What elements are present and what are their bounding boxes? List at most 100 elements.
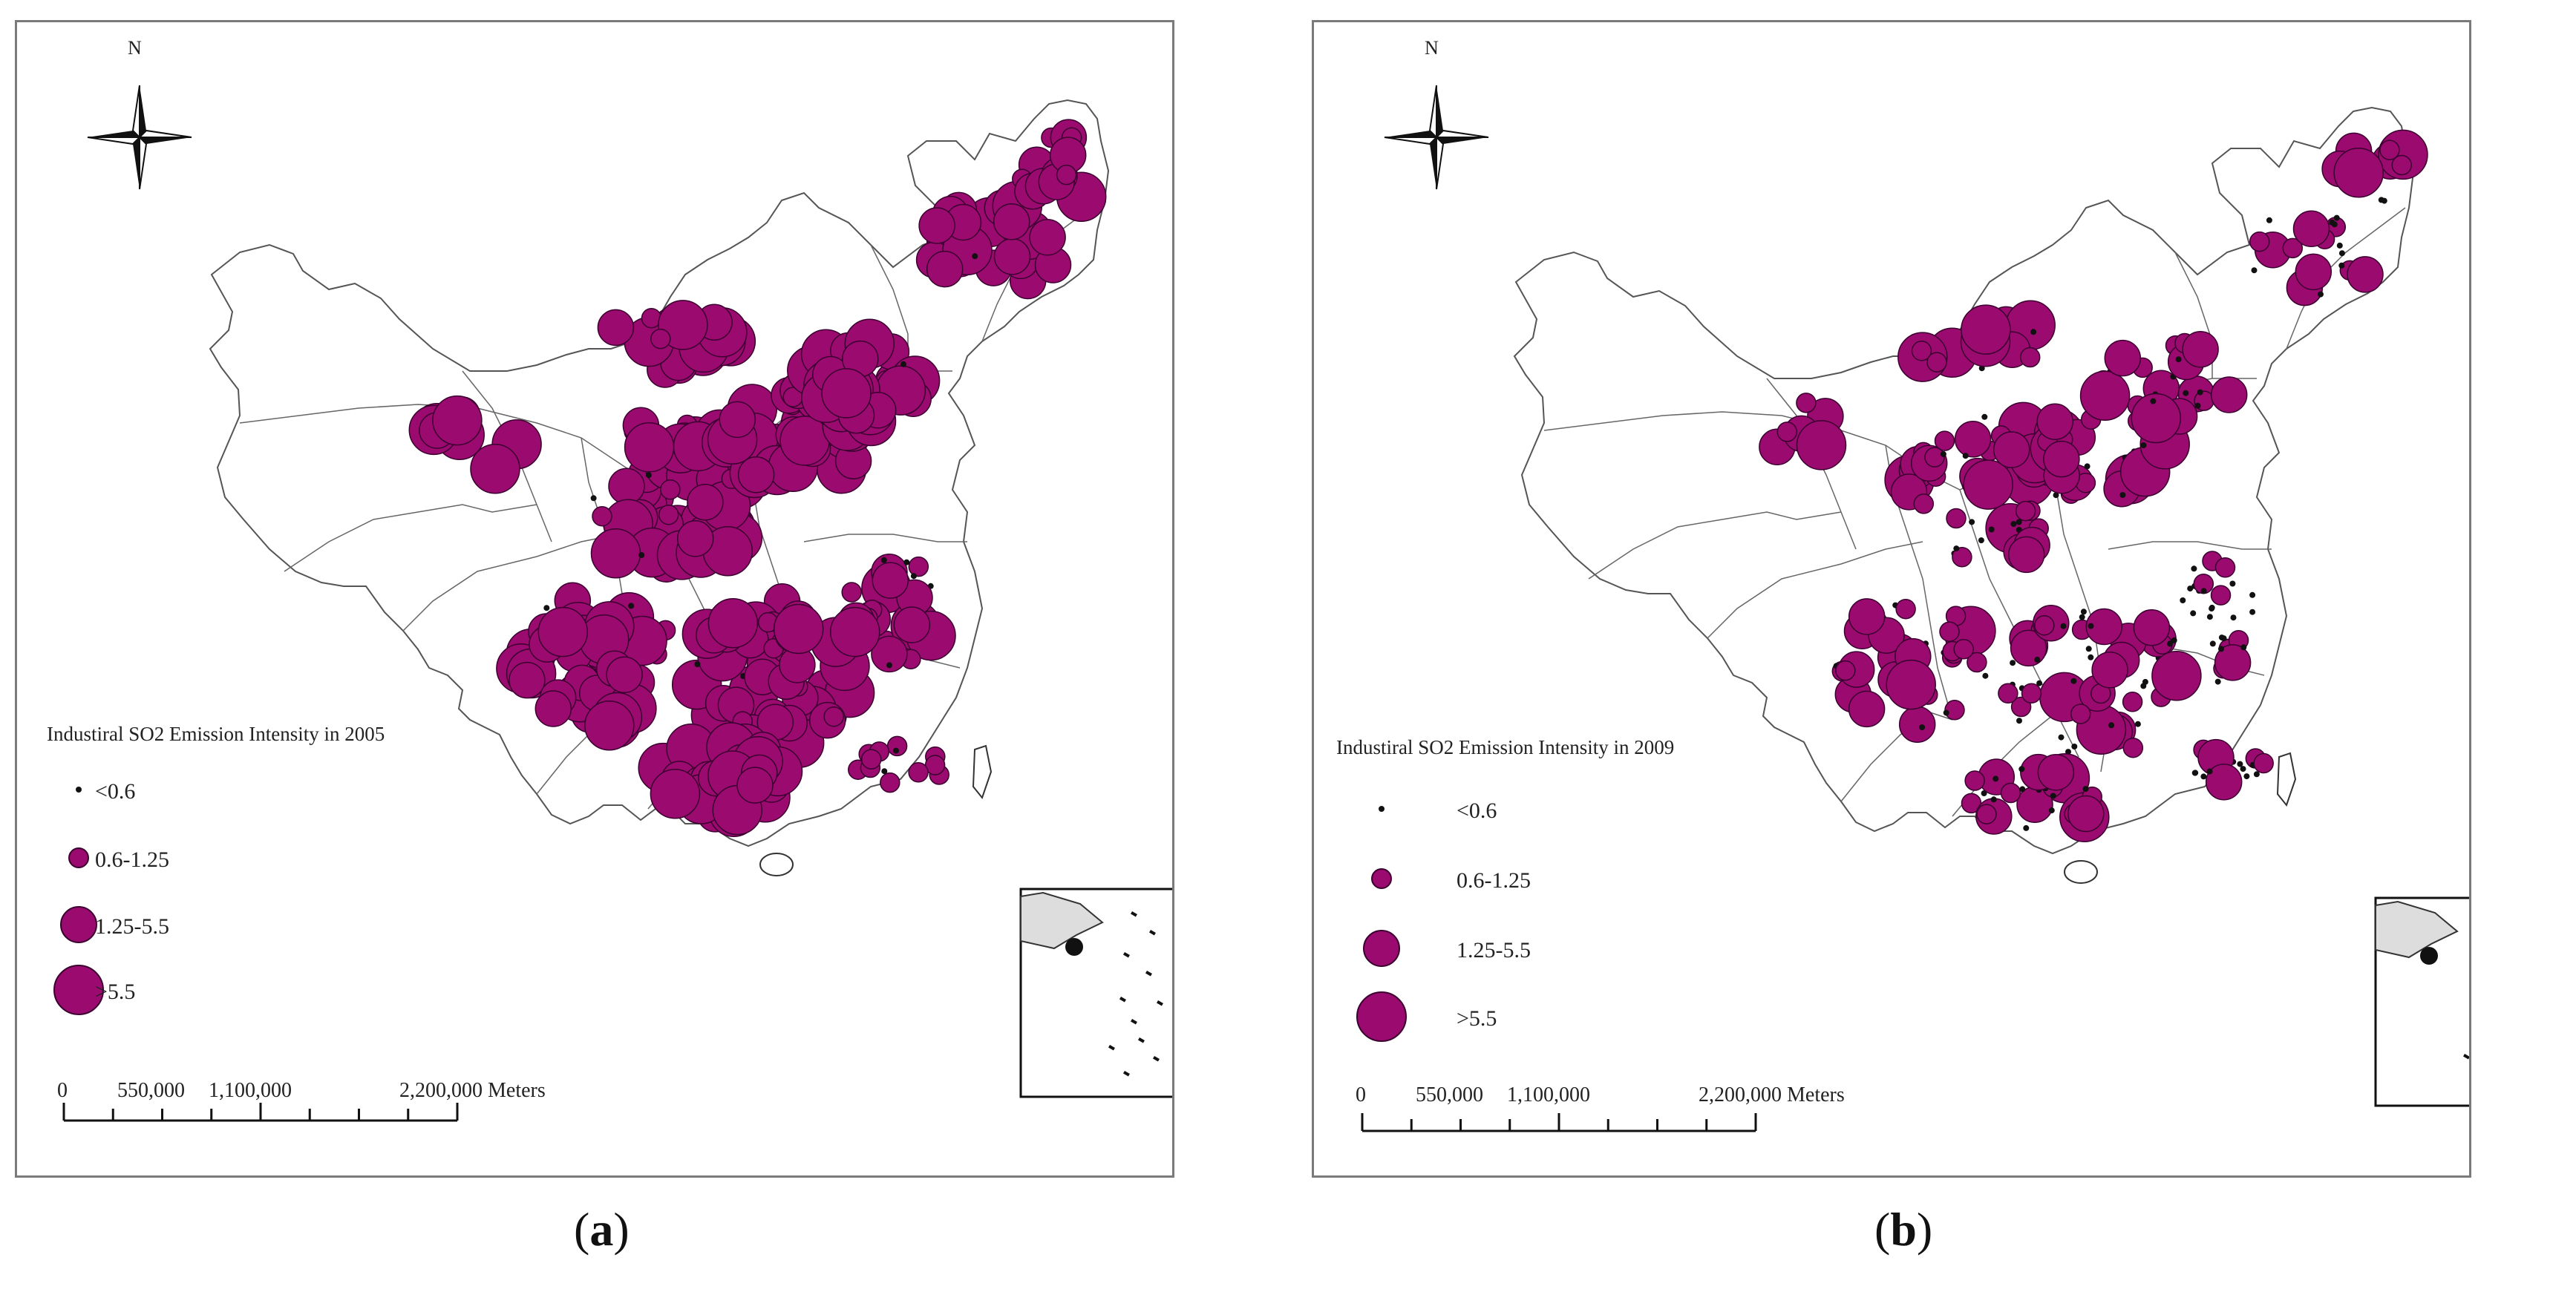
inset-dash bbox=[1131, 1019, 1137, 1025]
city-emission-symbol bbox=[2209, 640, 2216, 647]
city-emission-symbol bbox=[2171, 637, 2177, 643]
province-boundary bbox=[402, 534, 619, 632]
city-emission-symbol bbox=[537, 606, 589, 657]
city-emission-symbol bbox=[1993, 431, 2030, 468]
city-emission-symbol bbox=[2295, 253, 2333, 291]
inset-dash bbox=[1131, 911, 1137, 917]
legend-symbol bbox=[1363, 930, 1400, 967]
legend-symbol bbox=[68, 847, 89, 868]
city-emission-symbol bbox=[1952, 546, 1972, 568]
city-emission-symbol bbox=[2210, 585, 2232, 606]
city-emission-symbol bbox=[736, 767, 774, 804]
city-emission-symbol bbox=[2036, 680, 2043, 686]
city-emission-symbol bbox=[2347, 256, 2384, 293]
city-emission-symbol bbox=[881, 768, 888, 775]
city-emission-symbol bbox=[676, 520, 714, 557]
city-emission-symbol bbox=[2108, 722, 2115, 729]
china-map-2005 bbox=[53, 85, 1172, 1122]
city-emission-symbol bbox=[886, 662, 892, 669]
legend-class-3: 1.25-5.5 bbox=[95, 914, 169, 939]
city-emission-symbol bbox=[993, 238, 1031, 275]
city-emission-symbol bbox=[535, 690, 572, 727]
city-emission-symbol bbox=[1940, 450, 1946, 457]
inset-dash bbox=[1108, 1044, 1115, 1051]
city-emission-symbol bbox=[2331, 221, 2338, 228]
caption-b: (b) bbox=[1874, 1203, 1933, 1256]
city-emission-symbol bbox=[2175, 356, 2182, 363]
legend-class-1: <0.6 bbox=[1457, 798, 1497, 823]
taiwan-outline bbox=[972, 744, 993, 800]
china-map-2009 bbox=[1356, 85, 2469, 1132]
city-emission-symbol bbox=[584, 700, 635, 751]
caption-letter: a bbox=[589, 1203, 614, 1256]
city-emission-symbol bbox=[871, 635, 908, 673]
city-emission-symbol bbox=[2180, 597, 2186, 603]
city-emission-symbol bbox=[2085, 646, 2092, 652]
city-emission-symbol bbox=[2030, 329, 2037, 335]
city-emission-symbol bbox=[1934, 430, 1955, 451]
north-arrow-part bbox=[1436, 85, 1443, 137]
city-emission-symbol bbox=[660, 479, 681, 500]
city-emission-symbol bbox=[1926, 352, 1947, 373]
city-emission-symbol bbox=[2206, 614, 2213, 620]
city-emission-symbol bbox=[993, 203, 1030, 240]
north-label: N bbox=[1425, 37, 1439, 59]
scale-label-550000: 550,000 bbox=[1416, 1083, 1483, 1106]
city-emission-symbol bbox=[1998, 683, 2018, 704]
city-emission-symbol bbox=[2240, 644, 2247, 651]
city-emission-symbol bbox=[608, 468, 645, 505]
province-boundary bbox=[1707, 541, 1923, 639]
city-emission-symbol bbox=[2080, 609, 2087, 615]
north-arrow-part bbox=[87, 137, 142, 145]
scale-label-550000: 550,000 bbox=[117, 1079, 185, 1102]
north-arrow-part bbox=[137, 129, 192, 138]
city-emission-symbol bbox=[658, 300, 708, 350]
city-emission-symbol bbox=[2292, 210, 2330, 248]
city-emission-symbol bbox=[2067, 795, 2105, 833]
city-emission-symbol bbox=[1963, 459, 2013, 510]
city-emission-symbol bbox=[2249, 591, 2256, 598]
city-emission-symbol bbox=[2082, 786, 2089, 793]
city-emission-symbol bbox=[1056, 164, 1077, 186]
inset-mainland bbox=[1020, 891, 1104, 950]
caption-letter: b bbox=[1890, 1203, 1917, 1256]
city-emission-symbol bbox=[2037, 754, 2075, 791]
city-emission-symbol bbox=[2010, 521, 2017, 528]
city-emission-symbol bbox=[860, 749, 882, 770]
city-emission-symbol bbox=[2036, 403, 2073, 440]
scale-bar bbox=[62, 1103, 459, 1122]
city-emission-symbol bbox=[841, 582, 862, 603]
map-panel-2009: N Industiral SO2 Emission Intensity in 2… bbox=[1312, 20, 2471, 1178]
city-emission-symbol bbox=[1835, 660, 1856, 681]
north-label: N bbox=[128, 37, 142, 59]
city-emission-symbol bbox=[2209, 604, 2215, 611]
city-emission-symbol bbox=[2187, 586, 2194, 592]
north-arrow-part bbox=[1384, 137, 1439, 145]
city-emission-symbol bbox=[779, 416, 830, 466]
city-emission-symbol bbox=[2206, 768, 2213, 775]
city-emission-symbol bbox=[910, 573, 917, 580]
city-emission-symbol bbox=[2194, 402, 2201, 409]
city-emission-symbol bbox=[1944, 700, 1965, 721]
city-emission-symbol bbox=[650, 768, 701, 819]
city-emission-symbol bbox=[2251, 267, 2258, 274]
inset-dash bbox=[1119, 997, 1126, 1003]
city-emission-symbol bbox=[606, 656, 643, 694]
city-emission-symbol bbox=[1796, 393, 1817, 413]
city-emission-symbol bbox=[1967, 652, 1987, 673]
city-emission-symbol bbox=[893, 747, 899, 754]
north-arrow-part bbox=[1430, 137, 1436, 189]
hainan-outline bbox=[759, 853, 794, 876]
city-emission-symbol bbox=[903, 559, 910, 565]
city-emission-symbol bbox=[2122, 692, 2143, 712]
province-boundary bbox=[1588, 511, 1842, 580]
city-emission-symbol bbox=[1982, 672, 1989, 679]
legend-symbol bbox=[1371, 868, 1392, 889]
city-emission-symbol bbox=[1911, 341, 1932, 361]
city-emission-symbol bbox=[2079, 614, 2085, 620]
north-arrow-part bbox=[139, 135, 148, 190]
city-emission-symbol bbox=[918, 207, 955, 244]
city-emission-symbol bbox=[2150, 398, 2157, 404]
city-emission-symbol bbox=[1924, 447, 1945, 468]
city-emission-symbol bbox=[2190, 610, 2197, 617]
